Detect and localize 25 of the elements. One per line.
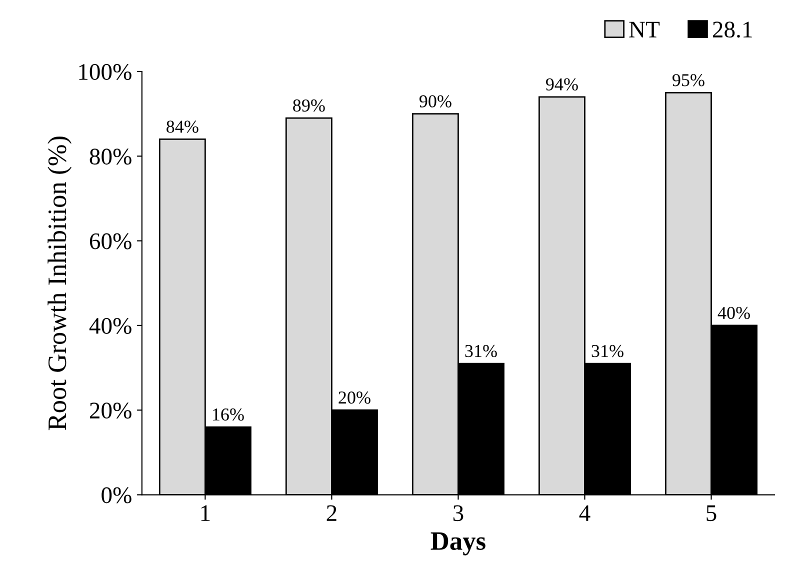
legend-label: 28.1 (712, 22, 752, 38)
data-label: 16% (212, 408, 244, 421)
data-label: 40% (718, 306, 750, 320)
x-tick-label: 5 (706, 505, 716, 522)
y-tick-label: 20% (90, 402, 132, 419)
x-tick-label: 2 (326, 505, 336, 521)
x-tick-label: 3 (453, 505, 464, 522)
data-label: 31% (465, 344, 497, 358)
y-tick-label: 60% (90, 233, 132, 250)
data-label: 90% (419, 95, 452, 108)
data-label: 20% (338, 391, 370, 404)
data-label: 95% (672, 74, 704, 86)
data-label: 31% (592, 344, 624, 358)
data-label: 84% (166, 120, 198, 133)
y-axis-title: Root Growth Inhibition (%) (48, 136, 72, 430)
x-axis-title: Days (430, 532, 486, 556)
y-tick-label: 0% (102, 487, 132, 504)
legend-label: NT (629, 22, 660, 38)
x-tick-label: 1 (201, 505, 210, 521)
y-tick-label: 80% (90, 148, 132, 165)
y-tick-label: 40% (89, 318, 132, 334)
data-label: 89% (293, 99, 325, 112)
x-tick-label: 4 (579, 505, 590, 521)
y-tick-label: 100% (79, 64, 132, 80)
data-label: 94% (546, 78, 578, 91)
